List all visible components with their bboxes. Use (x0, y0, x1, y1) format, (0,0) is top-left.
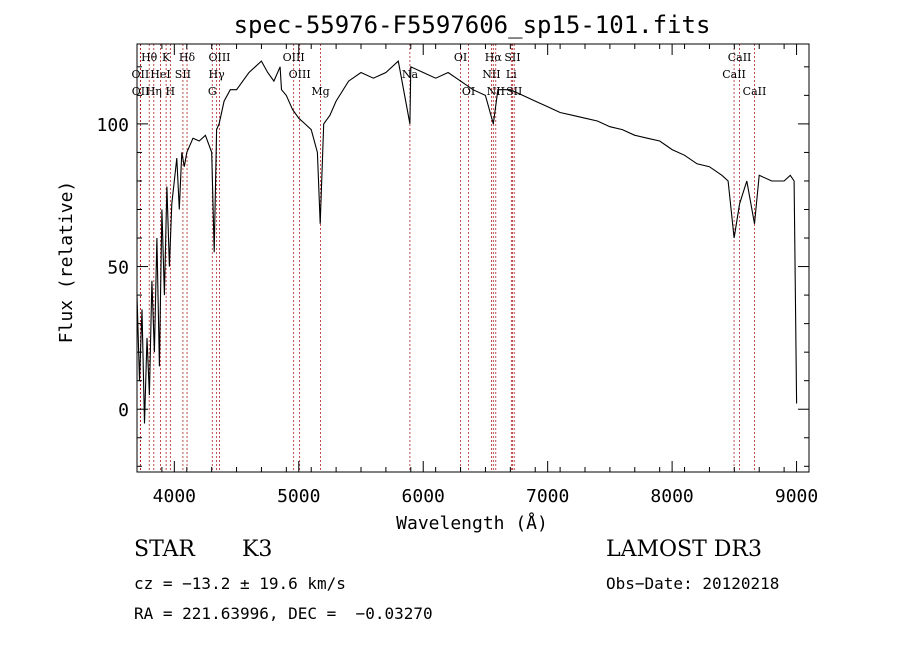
spectral-line-label: OIII (208, 51, 230, 64)
spectral-line-label: CaII (743, 85, 767, 98)
spectral-line-label: CaII (728, 51, 752, 64)
spectral-line-label: OIII (283, 51, 305, 64)
object-type: STAR (134, 537, 195, 562)
spectral-line-label: NII (487, 85, 505, 98)
x-tick-label: 6000 (402, 486, 445, 507)
x-axis: 4000 5000 6000 7000 8000 9000 (136, 44, 818, 507)
spectral-line-markers (139, 44, 755, 472)
spectral-line-label: Hη (146, 85, 162, 98)
spectral-line-label: Li (506, 68, 517, 81)
spectral-line-label: OIII (289, 68, 311, 81)
y-tick-label: 0 (118, 400, 129, 421)
spectral-line-label: Hα (485, 51, 503, 64)
survey-name: LAMOST DR3 (606, 537, 762, 562)
y-tick-label: 50 (107, 258, 129, 279)
x-tick-label: 5000 (277, 486, 320, 507)
spectral-line-label: OII (132, 68, 150, 81)
redshift-velocity: cz = −13.2 ± 19.6 km/s (134, 574, 346, 593)
observation-date: Obs−Date: 20120218 (606, 574, 780, 593)
spectrum-series-line (136, 60, 798, 424)
spectral-line-label: SII (175, 68, 191, 81)
spectral-subclass: K3 (242, 537, 273, 562)
spectral-line-label: Hγ (209, 68, 226, 81)
plot-frame (136, 43, 810, 473)
y-axis-label: Flux (relative) (56, 181, 77, 344)
spectral-line-label: Hδ (179, 51, 196, 64)
spectral-line-label: NII (482, 68, 500, 81)
spectral-line-label: CaII (722, 68, 746, 81)
coordinates: RA = 221.63996, DEC = −0.03270 (134, 604, 433, 623)
spectral-line-label: H (166, 85, 176, 98)
spectral-line-label: OII (132, 85, 150, 98)
spectral-line-label: K (162, 51, 171, 64)
x-tick-label: 7000 (526, 486, 569, 507)
chart-title: spec-55976-F5597606_sp15-101.fits (234, 11, 711, 39)
spectral-line-label: Mg (311, 85, 329, 98)
spectral-line-label: HeI (150, 68, 170, 81)
x-axis-label: Wavelength (Å) (396, 512, 548, 534)
spectral-line-label: G (208, 85, 217, 98)
spectral-line-label: SII (504, 51, 520, 64)
x-tick-label: 4000 (153, 486, 196, 507)
spectral-line-label: Hθ (141, 51, 158, 64)
x-tick-label: 9000 (775, 486, 818, 507)
spectral-line-label: OI (454, 51, 467, 64)
y-axis: 0 50 100 (96, 66, 809, 467)
y-tick-label: 100 (96, 115, 129, 136)
spectral-line-label: Na (402, 68, 419, 81)
x-tick-label: 8000 (650, 486, 693, 507)
